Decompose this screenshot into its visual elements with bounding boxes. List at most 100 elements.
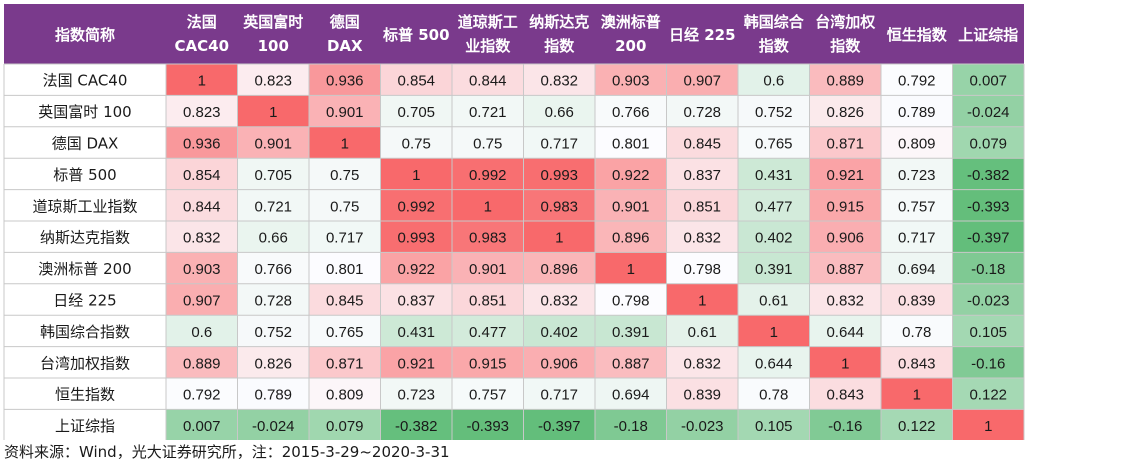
- cell-value: 0.122: [898, 418, 936, 435]
- cell-value: 0.798: [683, 261, 721, 278]
- heatmap-cell: [237, 252, 309, 284]
- cell-value: 0.6: [763, 73, 784, 90]
- heatmap-cell: [380, 158, 452, 190]
- heatmap-cell: [523, 158, 595, 190]
- cell-value: 0.832: [540, 73, 578, 90]
- cell-value: 0.832: [540, 293, 578, 310]
- cell-value: 0.826: [254, 355, 292, 372]
- heatmap-cell: [952, 283, 1024, 316]
- row-label: 日经 225: [53, 292, 116, 310]
- heatmap-cell: [881, 409, 953, 440]
- heatmap-cell: [881, 378, 953, 410]
- cell-value: -0.382: [967, 167, 1010, 184]
- heatmap-cell: [881, 346, 953, 378]
- cell-value: 1: [484, 198, 492, 215]
- heatmap-cell: [881, 189, 953, 221]
- cell-value: 0.983: [469, 230, 507, 247]
- heatmap-cell: [738, 346, 810, 378]
- heatmap-cell: [738, 64, 810, 96]
- heatmap-cell: [952, 378, 1024, 410]
- cell-value: -0.16: [828, 418, 862, 435]
- heatmap-cell: [452, 95, 524, 127]
- heatmap-cell: [523, 346, 595, 378]
- cell-value: 0.889: [183, 355, 221, 372]
- cell-value: 0.717: [898, 230, 936, 247]
- heatmap-cell: [166, 283, 238, 316]
- heatmap-cell: [452, 64, 524, 96]
- heatmap-cell: [809, 158, 881, 190]
- heatmap-cell: [380, 189, 452, 221]
- heatmap-cell: [309, 95, 381, 127]
- heatmap-cell: [166, 409, 238, 440]
- cell-value: -0.16: [971, 355, 1005, 372]
- cell-value: 1: [269, 104, 277, 121]
- heatmap-cell: [237, 158, 309, 190]
- heatmap-cell: [523, 315, 595, 347]
- cell-value: 0.901: [612, 198, 650, 215]
- heatmap-cell: [809, 283, 881, 316]
- heatmap-cell: [666, 283, 738, 316]
- heatmap-cell: [881, 221, 953, 253]
- cell-value: 0.843: [826, 387, 864, 404]
- heatmap-cell: [666, 95, 738, 127]
- heatmap-cell: [738, 315, 810, 347]
- heatmap-cell: [738, 252, 810, 284]
- column-header: 韩国综合指数: [744, 13, 805, 55]
- corner-header-label: 指数简称: [55, 26, 115, 44]
- heatmap-cell: [595, 221, 667, 253]
- cell-value: 0.837: [397, 293, 435, 310]
- heatmap-cell: [237, 64, 309, 96]
- heatmap-cell: [380, 252, 452, 284]
- cell-value: 0.871: [326, 355, 364, 372]
- heatmap-cell: [881, 283, 953, 316]
- cell-value: 0.843: [898, 355, 936, 372]
- heatmap-cell: [523, 189, 595, 221]
- cell-value: 1: [412, 167, 420, 184]
- cell-value: 0.809: [898, 136, 936, 153]
- cell-value: 0.61: [688, 324, 717, 341]
- cell-value: 0.915: [826, 198, 864, 215]
- heatmap-cell: [237, 189, 309, 221]
- cell-value: 0.766: [254, 261, 292, 278]
- heatmap-cell: [452, 189, 524, 221]
- cell-value: 0.789: [254, 387, 292, 404]
- heatmap-cell: [809, 346, 881, 378]
- heatmap-cell: [452, 378, 524, 410]
- cell-value: 0.402: [755, 230, 793, 247]
- heatmap-cell: [666, 64, 738, 96]
- cell-value: 0.75: [330, 198, 359, 215]
- cell-value: -0.382: [395, 418, 438, 435]
- cell-value: 0.992: [469, 167, 507, 184]
- row-label: 上证综指: [55, 417, 115, 435]
- cell-value: 0.694: [898, 261, 936, 278]
- heatmap-cell: [237, 378, 309, 410]
- column-header: 道琼斯工业指数: [458, 13, 518, 55]
- cell-value: 0.78: [759, 387, 788, 404]
- heatmap-cell: [881, 252, 953, 284]
- cell-value: -0.397: [967, 230, 1010, 247]
- heatmap-cell: [523, 378, 595, 410]
- cell-value: 1: [984, 418, 992, 435]
- heatmap-cell: [309, 221, 381, 253]
- heatmap-cell: [738, 409, 810, 440]
- cell-value: 0.766: [612, 104, 650, 121]
- heatmap-cell: [380, 126, 452, 159]
- heatmap-cell: [380, 221, 452, 253]
- cell-value: 1: [341, 136, 349, 153]
- cell-value: 0.854: [397, 73, 435, 90]
- column-header: 标普 500: [382, 26, 450, 44]
- heatmap-cell: [380, 95, 452, 127]
- heatmap-cell: [666, 189, 738, 221]
- cell-value: 0.901: [469, 261, 507, 278]
- cell-value: 0.705: [397, 104, 435, 121]
- cell-value: -0.023: [967, 293, 1010, 310]
- heatmap-cell: [595, 378, 667, 410]
- cell-value: 0.992: [397, 198, 435, 215]
- cell-value: 0.752: [755, 104, 793, 121]
- cell-value: 0.007: [969, 73, 1007, 90]
- cell-value: 0.851: [683, 198, 721, 215]
- cell-value: 0.901: [326, 104, 364, 121]
- heatmap-cell: [666, 221, 738, 253]
- cell-value: 0.903: [183, 261, 221, 278]
